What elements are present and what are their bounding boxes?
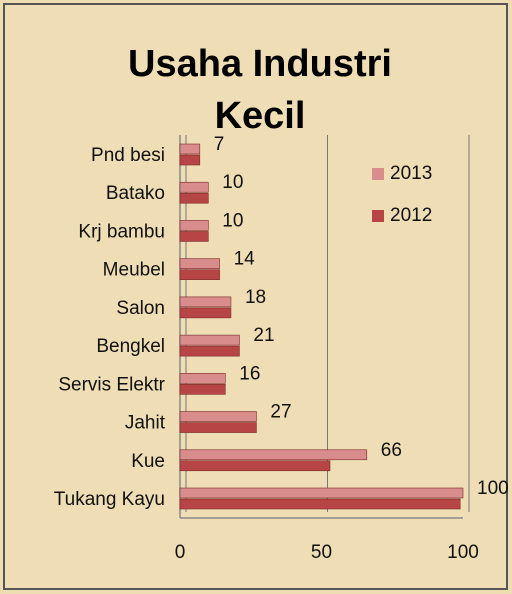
bar <box>179 307 232 319</box>
legend-label: 2013 <box>390 163 432 184</box>
legend-swatch <box>372 168 384 180</box>
data-label: 66 <box>381 440 402 461</box>
y-tick-label: Jahit <box>125 413 166 434</box>
y-tick-label: Salon <box>116 298 165 319</box>
y-tick-label: Meubel <box>103 260 165 281</box>
data-label: 21 <box>253 325 274 346</box>
y-tick-label: Servis Elektr <box>58 374 165 395</box>
x-tick-label: 100 <box>447 542 479 563</box>
data-label: 10 <box>222 172 243 193</box>
bar <box>179 258 220 269</box>
data-label: 7 <box>214 134 225 155</box>
bar <box>179 411 257 422</box>
legend-swatch <box>372 210 384 222</box>
bar <box>179 498 461 510</box>
x-tick-label: 50 <box>311 542 332 563</box>
bar <box>179 373 226 384</box>
bar <box>179 487 464 499</box>
legend-label: 2012 <box>390 205 432 226</box>
y-tick-label: Tukang Kayu <box>54 489 165 510</box>
y-tick-label: Bengkel <box>96 336 165 357</box>
chart-title: Usaha Industri Kecil <box>128 43 392 137</box>
bar <box>179 231 209 242</box>
data-label: 10 <box>222 210 243 231</box>
data-label: 18 <box>245 287 266 308</box>
y-tick-label: Krj bambu <box>78 221 165 242</box>
bar <box>179 154 201 166</box>
bar <box>179 334 240 346</box>
bar <box>179 422 257 433</box>
bar <box>179 220 209 231</box>
y-tick-label: Pnd besi <box>91 145 165 166</box>
bar <box>179 143 201 155</box>
data-label: 16 <box>239 363 260 384</box>
data-label: 27 <box>270 402 291 423</box>
bar <box>179 345 240 357</box>
bar <box>179 449 368 461</box>
data-label: 100 <box>477 478 509 499</box>
bar <box>179 192 209 204</box>
bar <box>179 296 232 308</box>
bar <box>179 269 220 280</box>
bar <box>179 384 226 395</box>
y-tick-label: Kue <box>131 451 165 472</box>
y-tick-label: Batako <box>106 183 165 204</box>
data-label: 14 <box>234 249 256 270</box>
bar <box>179 460 331 472</box>
x-tick-label: 0 <box>175 542 186 563</box>
bar <box>179 181 209 193</box>
